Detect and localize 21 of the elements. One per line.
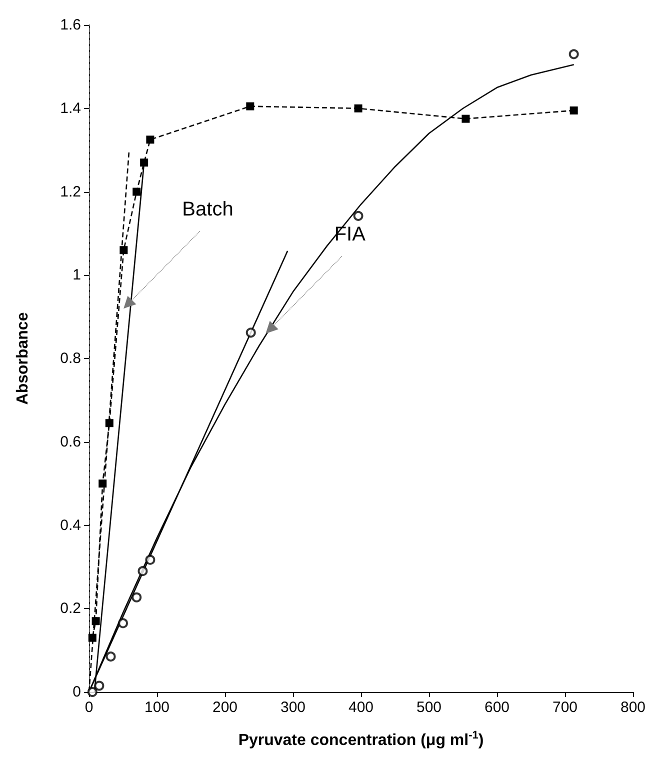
x-tick-label: 800 <box>620 699 646 716</box>
y-tick-label: 0.6 <box>60 433 81 450</box>
y-tick-label: 1 <box>72 266 81 284</box>
y-axis-title: Absorbance <box>14 312 32 405</box>
x-tick-label: 0 <box>84 699 94 716</box>
x-tick-label: 600 <box>484 699 510 716</box>
y-tick-label: 1.4 <box>60 100 81 117</box>
y-tick-label: 0.4 <box>60 516 81 534</box>
x-tick-label: 200 <box>212 699 238 716</box>
y-tick-label: 0.2 <box>60 600 81 618</box>
x-tick-label: 400 <box>348 699 374 716</box>
x-tick-label: 700 <box>552 699 578 716</box>
y-tick-label: 1.2 <box>60 183 81 200</box>
y-tick-label: 1.6 <box>60 16 81 34</box>
x-tick-label: 100 <box>144 699 170 716</box>
y-tick-label: 0 <box>72 684 81 700</box>
annotation: FIA <box>334 223 366 246</box>
y-tick-label: 0.8 <box>60 350 81 367</box>
x-tick-label: 300 <box>280 699 306 716</box>
annotation: Batch <box>182 198 234 220</box>
x-tick-label: 500 <box>416 699 442 716</box>
